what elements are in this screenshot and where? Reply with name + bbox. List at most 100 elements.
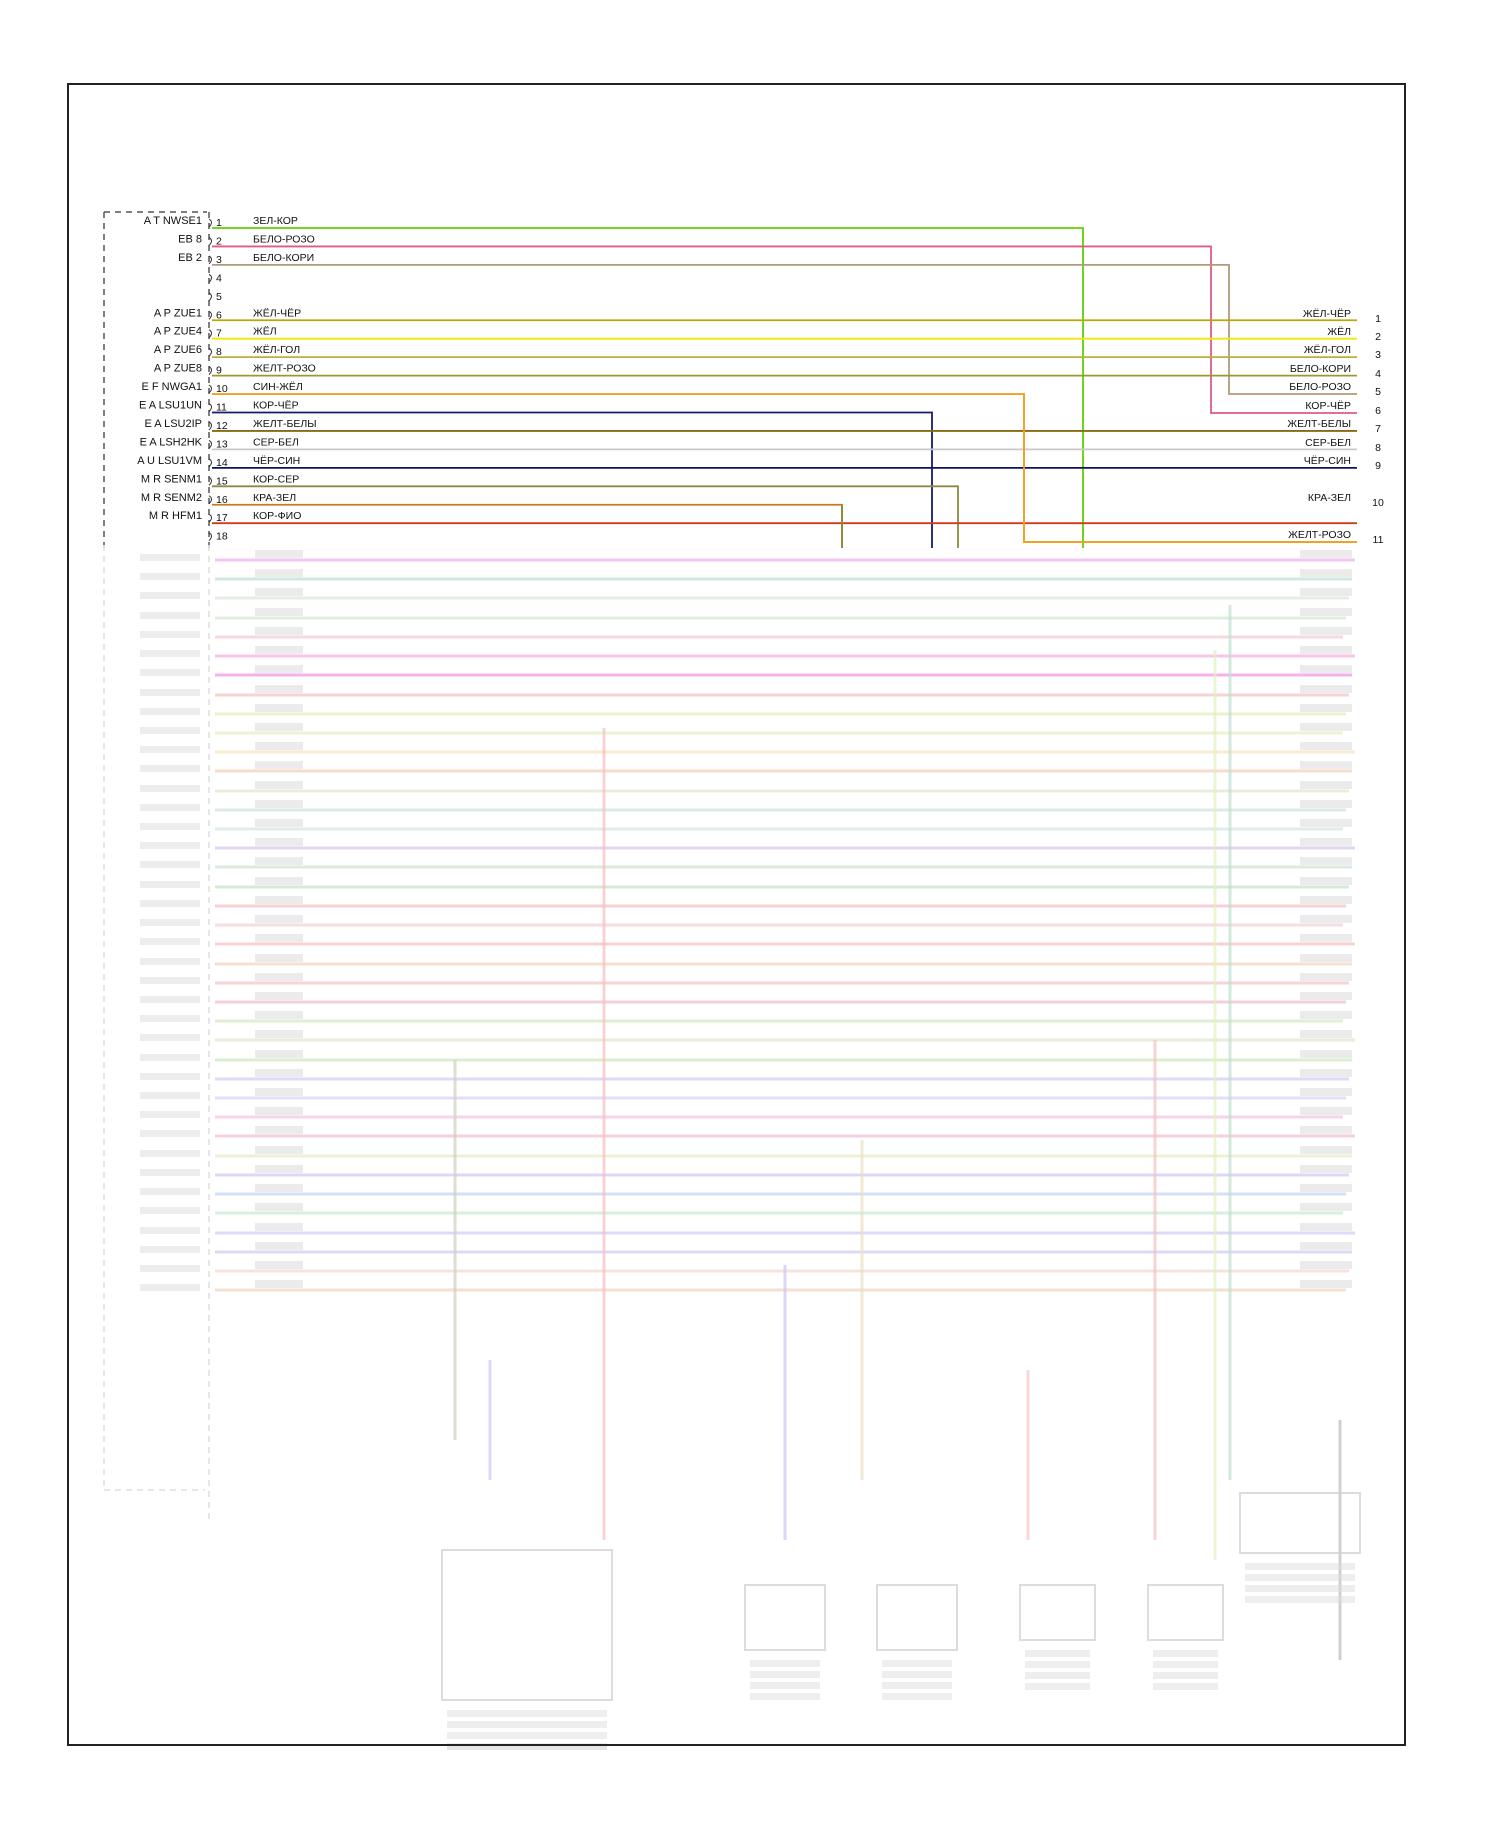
- wire-15: [212, 485, 959, 548]
- wire-color-label: ЖЕЛТ-РОЗО: [253, 363, 316, 375]
- wire-10-return: [1023, 394, 1357, 543]
- faded-pin-label: [140, 958, 200, 965]
- faded-wire-label: [255, 1030, 303, 1038]
- faded-wire-label-right: [1300, 915, 1352, 923]
- pin-number: 12: [216, 420, 228, 432]
- pin-signal-label: E A LSU2IP: [145, 418, 202, 430]
- faded-component-caption: [447, 1721, 607, 1728]
- wire-2: [212, 245, 1357, 414]
- faded-wire-label-right: [1300, 1242, 1352, 1250]
- faded-pin-label: [140, 1265, 200, 1272]
- faded-pin-label: [140, 919, 200, 926]
- faded-wire-label: [255, 704, 303, 712]
- faded-pin-label: [140, 1284, 200, 1291]
- pin-number: 13: [216, 438, 228, 450]
- faded-wire-label: [255, 896, 303, 904]
- faded-component-caption: [1153, 1661, 1218, 1668]
- faded-wire-label-right: [1300, 550, 1352, 558]
- pin-stub: [208, 403, 212, 412]
- pin-signal-label: A T NWSE1: [144, 215, 202, 227]
- faded-pin-label: [140, 1073, 200, 1080]
- faded-component-caption: [882, 1660, 952, 1667]
- faded-wire-label: [255, 800, 303, 808]
- faded-wire-label: [255, 1126, 303, 1134]
- faded-wire-label-right: [1300, 1146, 1352, 1154]
- faded-wire-label: [255, 588, 303, 596]
- pin-signal-label: M R SENM2: [141, 492, 202, 504]
- right-terminal-number: 1: [1375, 313, 1381, 325]
- faded-pin-label: [140, 1169, 200, 1176]
- pin-number: 3: [216, 254, 222, 266]
- faded-component-caption: [1025, 1683, 1090, 1690]
- right-terminal-label: КРА-ЗЕЛ: [1308, 492, 1351, 504]
- faded-component-caption: [1025, 1661, 1090, 1668]
- faded-wire-label: [255, 954, 303, 962]
- faded-wire-label: [255, 646, 303, 654]
- faded-component-caption: [750, 1693, 820, 1700]
- faded-pin-label: [140, 785, 200, 792]
- right-terminal-number: 9: [1375, 460, 1381, 472]
- faded-wire-label-right: [1300, 1050, 1352, 1058]
- wire-color-label: ЖЁЛ: [253, 326, 277, 338]
- pin-stub: [208, 458, 212, 468]
- faded-wire-label-right: [1300, 1107, 1352, 1115]
- pin-stub: [208, 532, 212, 542]
- faded-wire-label-right: [1300, 1223, 1352, 1231]
- pin-number: 10: [216, 383, 228, 395]
- faded-component-caption: [1245, 1596, 1355, 1603]
- wire-color-label: ЧЁР-СИН: [253, 455, 300, 467]
- right-terminal-number: 10: [1372, 497, 1384, 509]
- faded-wire-label: [255, 819, 303, 827]
- faded-component-caption: [750, 1660, 820, 1667]
- pin-number: 11: [216, 402, 227, 414]
- faded-component-caption: [1025, 1650, 1090, 1657]
- faded-wire-label-right: [1300, 723, 1352, 731]
- faded-pin-label: [140, 1188, 200, 1195]
- pin-signal-label: A U LSU1VM: [137, 455, 202, 467]
- faded-wire-label: [255, 1088, 303, 1096]
- wire-color-label: ЗЕЛ-КОР: [253, 215, 298, 227]
- pin-number: 1: [216, 217, 222, 229]
- pin-signal-label: E A LSU1UN: [139, 400, 202, 412]
- pin-stub: [208, 476, 212, 486]
- right-terminal-number: 6: [1375, 405, 1381, 417]
- faded-pin-label: [140, 1227, 200, 1234]
- pin-number: 2: [216, 235, 222, 247]
- faded-component-caption: [750, 1682, 820, 1689]
- faded-wire-label: [255, 838, 303, 846]
- pin-signal-label: E A LSH2HK: [140, 436, 203, 448]
- right-terminal-label: ЖЁЛ-ГОЛ: [1304, 344, 1351, 356]
- faded-wire-label-right: [1300, 569, 1352, 577]
- faded-wire-label-right: [1300, 1280, 1352, 1288]
- pin-signal-label: A P ZUE6: [154, 344, 202, 356]
- wire-color-label: КОР-ФИО: [253, 510, 301, 522]
- faded-pin-label: [140, 554, 200, 561]
- pin-signal-label: M R SENM1: [141, 473, 202, 485]
- faded-component-caption: [882, 1682, 952, 1689]
- faded-wire-label-right: [1300, 1203, 1352, 1211]
- wire-color-label: ЖЁЛ-ЧЁР: [253, 307, 301, 319]
- faded-component: [1239, 1492, 1361, 1554]
- faded-wire-label: [255, 781, 303, 789]
- faded-component: [1147, 1584, 1224, 1641]
- faded-wire-label: [255, 723, 303, 731]
- right-terminal-labels: ЖЁЛ-ЧЁР 1 ЖЁЛ 2 ЖЁЛ-ГОЛ 3 БЕЛО-КОРИ 4 БЕЛО-РОЗО 5…: [1287, 308, 1384, 546]
- faded-pin-label: [140, 861, 200, 868]
- faded-wire-label: [255, 627, 303, 635]
- faded-wire-label-right: [1300, 1165, 1352, 1173]
- pin-stub: [208, 218, 212, 228]
- faded-wire-label: [255, 1223, 303, 1231]
- faded-wire-label: [255, 1280, 303, 1288]
- right-terminal-label: ЧЁР-СИН: [1304, 455, 1351, 467]
- faded-wire-label-right: [1300, 761, 1352, 769]
- pin-stub: [208, 495, 212, 505]
- faded-wire-label: [255, 550, 303, 558]
- faded-wire-label: [255, 1184, 303, 1192]
- right-terminal-number: 4: [1375, 368, 1381, 380]
- faded-wire-label-right: [1300, 877, 1352, 885]
- pin-stub: [208, 273, 212, 283]
- faded-component: [876, 1584, 958, 1651]
- faded-wire-label-right: [1300, 742, 1352, 750]
- right-terminal-label: ЖЕЛТ-РОЗО: [1288, 529, 1351, 541]
- pin-number: 7: [216, 328, 222, 340]
